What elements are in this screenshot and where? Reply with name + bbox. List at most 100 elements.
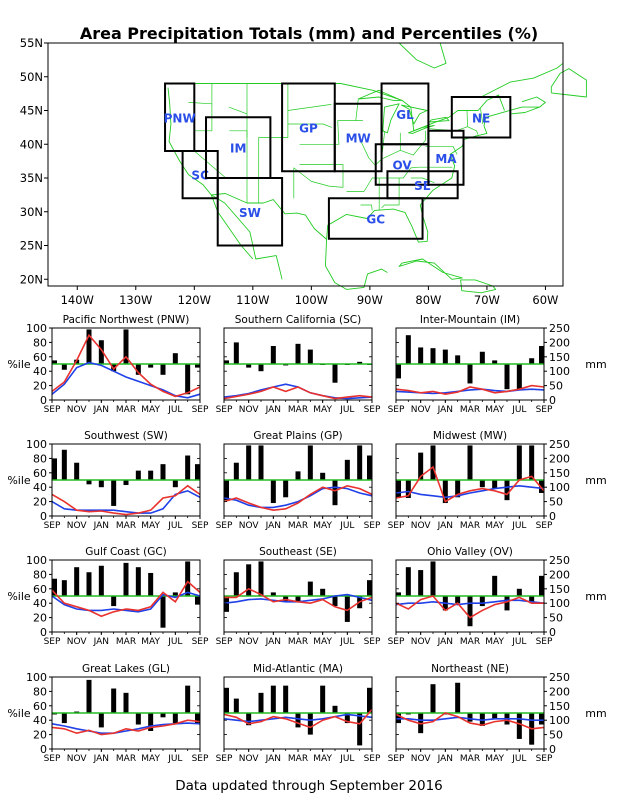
x-tick-label: JAN: [265, 754, 281, 764]
bar: [148, 572, 154, 596]
x-tick-label: JAN: [93, 754, 109, 764]
x-tick-label: SEP: [44, 637, 61, 647]
x-tick-label: SEP: [536, 754, 553, 764]
boundary-line: [480, 62, 564, 98]
panel-title: Inter-Mountain (IM): [420, 314, 520, 326]
y-tick-label: 60: [33, 700, 47, 713]
bar: [467, 713, 473, 722]
state-line: [228, 106, 248, 115]
boundary-line: [167, 87, 283, 280]
state-line: [258, 83, 289, 203]
percentile-line: [223, 386, 373, 400]
y-tick-label: 20: [33, 380, 47, 393]
lon-tick-label: 60W: [532, 293, 558, 307]
x-tick-label: SEP: [216, 521, 233, 531]
x-tick-label: JAN: [437, 405, 453, 415]
bar: [295, 713, 301, 728]
bar: [135, 470, 141, 480]
y2-tick-label: 50: [549, 496, 563, 509]
lat-tick-label: 55N: [20, 36, 43, 50]
bar: [74, 462, 80, 480]
bar: [357, 445, 363, 480]
panel-midwest: Midwest (MW)SEP NOV JAN MAR MAY JUL SEP0501001…: [388, 430, 607, 531]
bar: [516, 364, 522, 390]
lat-tick-label: 40N: [20, 137, 43, 151]
panel-inter-mountain: Inter-Mountain (IM) SEP NOV JAN MAR MAY JUL SEP…: [388, 314, 607, 415]
lat-tick-label: 35N: [20, 171, 43, 185]
panel-southwest: Southwest (SW)SEP NOV JAN MAR MAY JUL SEP02040…: [7, 430, 209, 531]
x-tick-label: MAR: [116, 521, 136, 531]
y2-axis-label: mm: [585, 707, 606, 720]
bar: [396, 592, 401, 596]
normal-line: [51, 591, 201, 613]
x-tick-label: MAY: [141, 637, 160, 647]
region-label-gc: GC: [366, 213, 385, 227]
bar: [344, 713, 350, 724]
panel-grid: Pacific Northwest (PNW) SEP NOV JAN MAR MAY JU…: [7, 314, 606, 764]
bar: [344, 459, 350, 480]
bar: [479, 480, 485, 488]
panel-title: Mid-Atlantic (MA): [253, 663, 343, 675]
y2-tick-label: 250: [549, 671, 570, 684]
x-tick-label: MAR: [288, 405, 308, 415]
y-tick-label: 80: [33, 336, 47, 349]
bar: [467, 364, 473, 384]
y2-tick-label: 200: [549, 336, 570, 349]
y-tick-label: 40: [33, 365, 47, 378]
x-tick-label: MAR: [288, 637, 308, 647]
bar: [61, 580, 67, 596]
x-tick-label: MAY: [313, 637, 332, 647]
panel-pacific-northwest: Pacific Northwest (PNW) SEP NOV JAN MAR MAY JU…: [7, 314, 209, 415]
boundary-line: [324, 239, 388, 290]
y-tick-label: 0: [40, 394, 47, 407]
bar: [430, 445, 436, 480]
bar: [504, 596, 510, 611]
bar: [61, 713, 67, 724]
percentile-line: [223, 708, 373, 729]
bar: [283, 685, 289, 713]
x-tick-label: NOV: [67, 754, 88, 764]
state-line: [229, 130, 248, 138]
panel-northeast: Northeast (NE)SEP NOV JAN MAR MAY JUL SEP05010…: [388, 663, 607, 764]
x-tick-label: MAR: [116, 405, 136, 415]
bar: [430, 348, 436, 364]
lat-tick-label: 50N: [20, 70, 43, 84]
x-tick-label: MAY: [485, 754, 504, 764]
y-tick-label: 80: [33, 568, 47, 581]
bar: [270, 592, 276, 596]
bar: [224, 687, 229, 713]
y-tick-label: 60: [33, 583, 47, 596]
region-label-im: IM: [230, 142, 246, 156]
panel-mid-atlantic: Mid-Atlantic (MA) SEP NOV JAN MAR MAY JUL SEP: [216, 663, 381, 764]
bar: [148, 713, 154, 731]
bar: [224, 480, 229, 501]
x-tick-label: NOV: [239, 754, 260, 764]
boundary-line: [210, 194, 254, 260]
x-tick-label: SEP: [192, 637, 209, 647]
percentile-line: [395, 465, 545, 503]
region-label-sc: SC: [191, 169, 209, 183]
x-tick-label: JUL: [339, 637, 354, 647]
lake-outline: [357, 89, 402, 101]
x-tick-label: JUL: [167, 405, 182, 415]
y2-tick-label: 0: [549, 626, 556, 639]
bar: [123, 480, 129, 486]
y2-tick-label: 50: [549, 380, 563, 393]
y2-tick-label: 200: [549, 452, 570, 465]
bar: [246, 713, 252, 726]
x-tick-label: JAN: [93, 637, 109, 647]
x-tick-label: JAN: [265, 637, 281, 647]
x-tick-label: JUL: [167, 754, 182, 764]
x-tick-label: SEP: [364, 521, 381, 531]
bar: [148, 470, 154, 480]
island-outline: [460, 279, 497, 294]
y-tick-label: 60: [33, 351, 47, 364]
panel-title: Great Plains (GP): [253, 430, 342, 442]
normal-line: [51, 361, 201, 399]
y2-tick-label: 200: [549, 685, 570, 698]
bar: [86, 480, 92, 485]
bar: [529, 358, 535, 364]
region-label-mw: MW: [346, 132, 371, 146]
x-tick-label: NOV: [67, 637, 88, 647]
bar: [295, 471, 301, 480]
